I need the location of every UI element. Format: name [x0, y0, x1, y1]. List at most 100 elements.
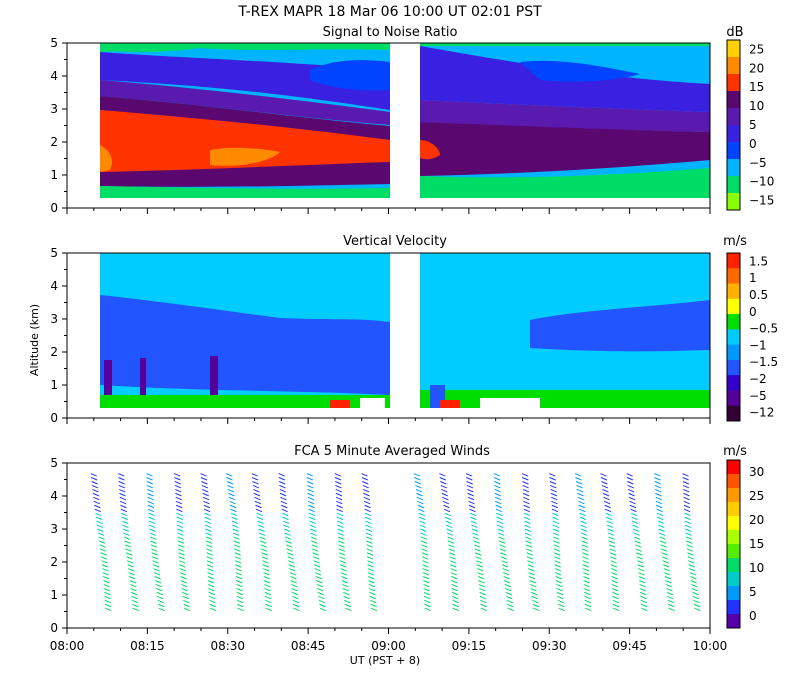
wind-barb — [612, 599, 620, 604]
wind-barb — [280, 500, 288, 505]
wind-barb — [694, 607, 701, 612]
wind-barb — [147, 500, 154, 505]
wind-barb — [307, 500, 315, 505]
wind-barb — [422, 572, 430, 576]
colorbar-segment — [727, 502, 740, 517]
wind-barb — [176, 512, 183, 517]
wind-barb — [612, 595, 619, 600]
wind-barb — [367, 568, 374, 572]
colorbar-label: −5 — [749, 389, 767, 403]
wind-barb — [200, 473, 207, 477]
wind-barb — [101, 560, 108, 564]
wind-barb — [551, 508, 559, 513]
wind-barb — [501, 564, 509, 568]
wind-barb — [318, 595, 325, 600]
wind-barb — [180, 580, 188, 584]
wind-barb — [551, 504, 558, 509]
wind-barb — [664, 576, 672, 580]
wind-barb — [473, 540, 480, 544]
wind-barb — [204, 512, 211, 517]
wind-barb — [421, 548, 428, 552]
wind-barb — [684, 524, 692, 529]
wind-barb — [666, 591, 674, 596]
wind-barb — [452, 607, 460, 612]
wind-barb — [451, 583, 458, 588]
wind-barb — [683, 508, 691, 513]
wind-barb — [94, 504, 101, 509]
wind-barb — [204, 520, 212, 525]
wind-barb — [446, 532, 454, 536]
wind-barb — [365, 524, 372, 529]
wind-barb — [474, 548, 481, 552]
wind-barb — [255, 504, 262, 509]
wind-barb — [340, 568, 347, 572]
wind-barb — [226, 477, 233, 481]
wind-barb — [493, 473, 501, 477]
y-tick-label: 2 — [50, 135, 58, 149]
wind-barb — [334, 473, 341, 477]
wind-barb — [367, 572, 375, 576]
wind-barb — [526, 548, 533, 552]
wind-barb — [119, 500, 127, 505]
wind-barb — [664, 572, 671, 576]
wind-barb — [442, 500, 450, 505]
colorbar-segment — [727, 359, 740, 376]
colorbar-label: 10 — [749, 99, 764, 113]
wind-barb — [344, 599, 351, 604]
wind-barb — [118, 481, 125, 485]
wind-barb — [256, 512, 263, 517]
wind-barb — [284, 536, 292, 540]
wind-barb — [292, 599, 300, 604]
wind-barb — [319, 603, 326, 608]
wind-barb — [176, 520, 184, 525]
wind-barb — [369, 591, 376, 596]
wind-barb — [505, 591, 513, 596]
wind-barb — [424, 607, 431, 612]
wind-barb — [634, 540, 641, 544]
wind-barb — [552, 516, 559, 521]
wind-barb — [235, 564, 242, 568]
wind-barb — [497, 528, 504, 532]
wind-barb — [552, 520, 559, 525]
wind-barb — [627, 488, 635, 493]
wind-barb — [526, 556, 534, 560]
wind-barb — [364, 512, 372, 517]
wind-barb — [610, 560, 617, 564]
wind-barb — [607, 528, 614, 532]
wind-barb — [627, 481, 634, 485]
wind-barb — [205, 528, 212, 532]
wind-barb — [479, 591, 486, 596]
wind-barb — [450, 576, 458, 580]
wind-barb — [660, 544, 667, 548]
wind-barb — [606, 524, 614, 529]
wind-barb — [253, 492, 261, 497]
wind-barb — [630, 508, 637, 513]
wind-barb — [637, 568, 645, 572]
wind-barb — [336, 512, 344, 517]
y-tick-label: 3 — [50, 522, 58, 536]
wind-barb — [154, 576, 161, 580]
wind-barb — [281, 512, 289, 517]
wind-barb — [581, 536, 588, 540]
wind-barb — [522, 477, 529, 481]
wind-barb — [227, 488, 235, 493]
wind-barb — [476, 564, 483, 568]
wind-barb — [470, 516, 477, 521]
colorbar-segment — [727, 253, 740, 269]
wind-barb — [181, 587, 188, 592]
wind-barb — [264, 587, 271, 592]
wind-barb — [417, 504, 425, 509]
colorbar-label: 15 — [749, 537, 764, 551]
wind-barb — [99, 544, 106, 548]
wind-barb — [182, 595, 189, 600]
wind-barb — [529, 583, 537, 588]
wind-barb — [451, 580, 458, 584]
wind-barb — [100, 552, 107, 556]
wind-barb — [261, 556, 269, 560]
wind-barb — [582, 556, 589, 560]
colorbar-label: −2 — [749, 372, 767, 386]
wind-barb — [119, 492, 126, 497]
wind-barb — [632, 524, 639, 529]
wind-barb — [423, 583, 430, 588]
wind-barb — [448, 544, 455, 548]
